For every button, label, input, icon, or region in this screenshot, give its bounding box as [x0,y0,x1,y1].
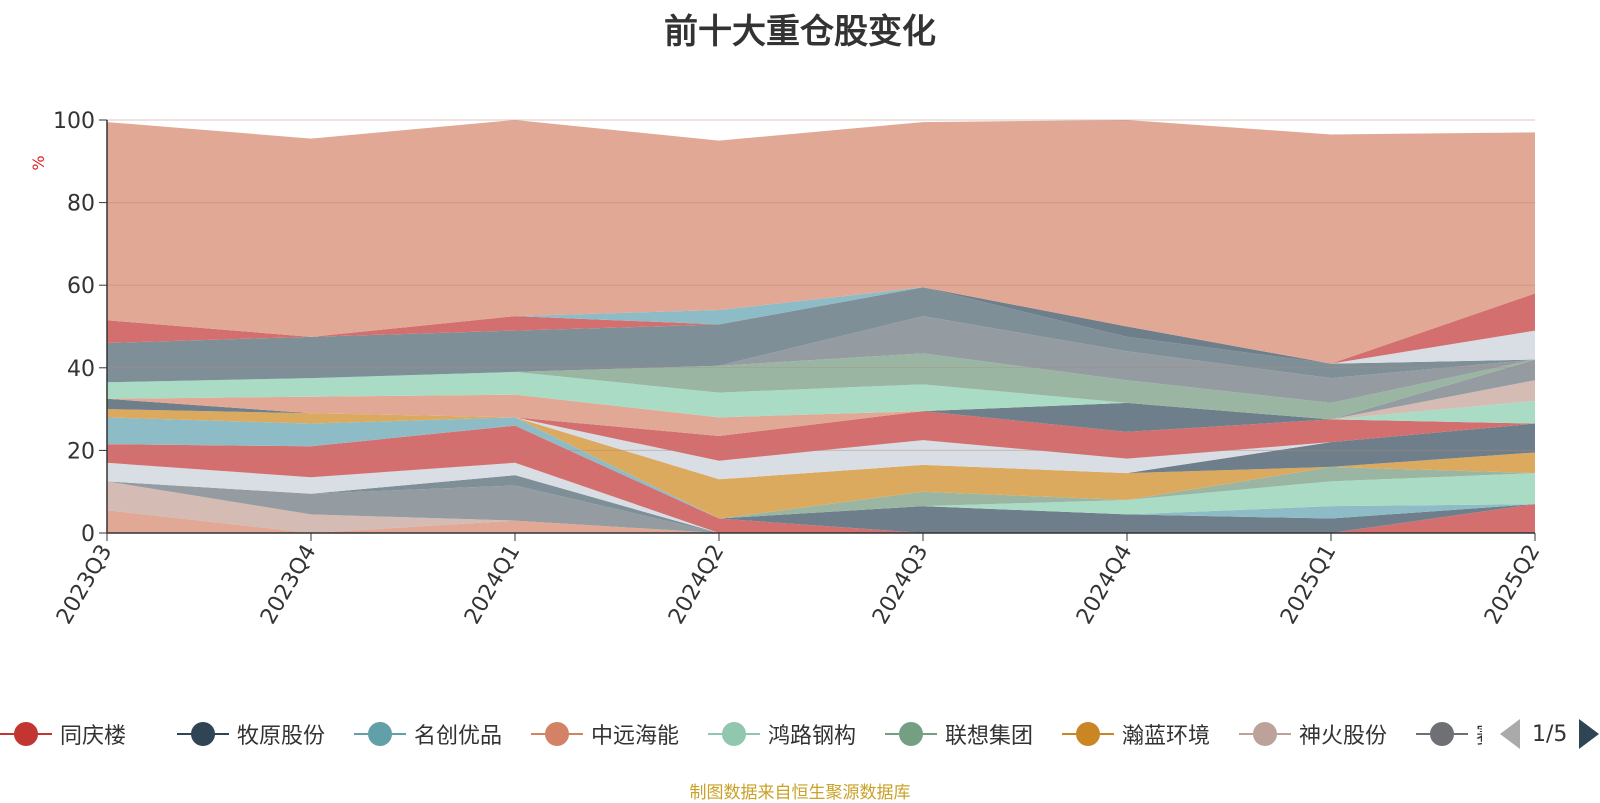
area-series-27 [107,120,1535,364]
legend-marker-icon [1416,712,1468,756]
legend: 同庆楼 牧原股份 名创优品 中远海能 鸿路钢构 联想集团 瀚蓝环境 神火股份 赛轮轮胎 [0,712,1600,756]
y-axis-label: % [29,155,48,170]
area-series-12 [107,398,1535,480]
area-series-layer [107,120,1535,533]
legend-label: 同庆楼 [60,724,127,749]
legend-item-0[interactable]: 同庆楼 [0,712,126,756]
legend-prev-icon[interactable] [1500,719,1520,749]
legend-item-2[interactable]: 名创优品 [354,712,502,756]
area-series-1 [107,481,1535,533]
legend-marker-icon [1062,712,1114,756]
area-series-5 [107,425,1535,533]
area-series-7 [107,417,1535,519]
x-tick-label-2: 2024Q1 [460,541,525,629]
area-series-21 [107,316,1535,403]
legend-marker-icon [177,712,229,756]
legend-label: 赛轮轮胎 [1476,718,1482,750]
legend-item-7[interactable]: 神火股份 [1239,712,1387,756]
y-tick-label-0: 0 [81,522,95,547]
area-series-10 [107,409,1535,519]
legend-item-5[interactable]: 联想集团 [885,712,1033,756]
area-series-0 [107,510,1535,533]
y-tick-label-3: 60 [67,274,95,299]
source-note: 制图数据来自恒生聚源数据库 [689,783,911,803]
legend-pager: 1/5 [1500,712,1600,756]
area-series-6 [107,425,1535,533]
area-series-9 [107,417,1535,519]
x-tick-label-6: 2025Q1 [1276,541,1341,629]
legend-marker-icon [354,712,406,756]
y-tick-label-2: 40 [67,357,95,382]
y-tick-label-5: 100 [53,109,95,134]
chart-area: 0 20 40 60 80 100 2023Q3 2023Q4 2024Q1 2024Q2 2024… [29,109,1545,629]
legend-label: 神火股份 [1299,724,1388,749]
legend-marker-icon [0,712,52,756]
area-series-20 [107,353,1535,420]
legend-label: 联想集团 [945,724,1034,749]
x-tick-label-5: 2024Q4 [1072,541,1137,629]
x-tick-label-4: 2024Q3 [868,541,933,629]
area-series-2 [107,481,1535,533]
area-series-13 [107,398,1535,461]
legend-marker-icon [885,712,937,756]
legend-label: 名创优品 [414,724,503,749]
legend-item-1[interactable]: 牧原股份 [177,712,325,756]
x-tick-label-1: 2023Q4 [256,541,321,629]
area-series-19 [107,359,1535,420]
legend-marker-icon [708,712,760,756]
area-series-18 [107,359,1535,436]
legend-item-6[interactable]: 瀚蓝环境 [1062,712,1210,756]
x-tick-label-0: 2023Q3 [52,541,117,629]
y-tick-label-4: 80 [67,192,95,217]
legend-page-indicator: 1/5 [1532,721,1568,747]
legend-label: 中远海能 [591,724,680,749]
legend-marker-icon [1239,712,1291,756]
chart-title: 前十大重仓股变化 [664,12,936,52]
area-series-26 [107,287,1535,364]
legend-item-4[interactable]: 鸿路钢构 [708,712,856,756]
y-tick-label-1: 20 [67,439,95,464]
legend-items: 同庆楼 牧原股份 名创优品 中远海能 鸿路钢构 联想集团 瀚蓝环境 神火股份 赛轮轮胎 [0,712,1482,756]
legend-label: 鸿路钢构 [768,724,857,749]
legend-label: 瀚蓝环境 [1122,724,1211,749]
x-tick-label-7: 2025Q2 [1480,541,1545,629]
grid-lines [107,119,1535,451]
legend-item-8[interactable]: 赛轮轮胎 [1416,712,1482,756]
area-series-22 [107,287,1535,383]
legend-label: 牧原股份 [237,724,326,749]
legend-marker-icon [531,712,583,756]
legend-item-3[interactable]: 中远海能 [531,712,679,756]
x-tick-label-3: 2024Q2 [664,541,729,629]
area-series-17 [107,359,1535,436]
legend-next-icon[interactable] [1579,719,1600,749]
area-series-24 [107,287,1535,364]
